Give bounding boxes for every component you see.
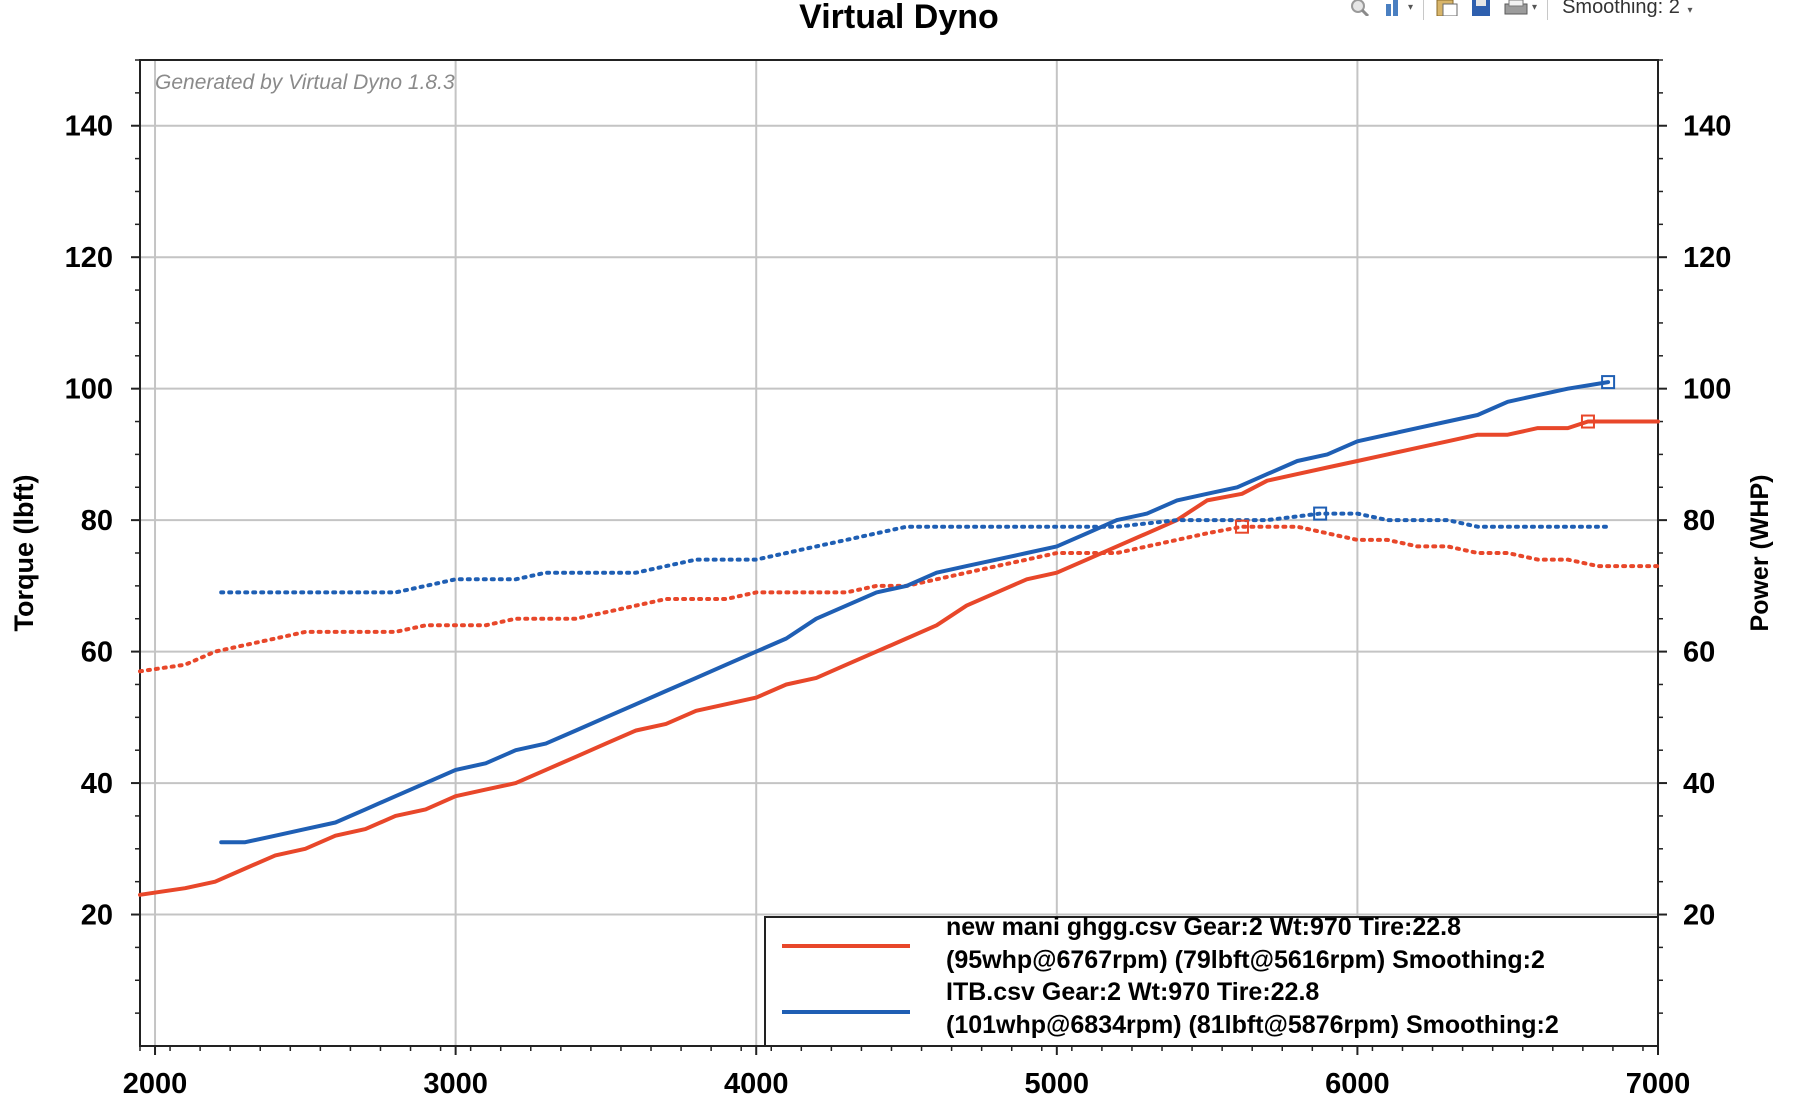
copy-button[interactable]: [1434, 0, 1460, 16]
chevron-down-icon[interactable]: ▾: [1532, 2, 1538, 13]
x-tick-label: 5000: [1025, 1068, 1090, 1100]
y-left-tick-label: 80: [81, 505, 113, 537]
y-left-tick-label: 40: [81, 768, 113, 800]
legend-entry-blue-line2: (101whp@6834rpm) (81lbft@5876rpm) Smooth…: [946, 1011, 1559, 1039]
chevron-down-icon[interactable]: ▾: [1408, 2, 1414, 13]
chart-toolbar: ▾ ▾ Smoothing: 2 ▾: [1348, 0, 1804, 22]
peak-marker-0: [1580, 414, 1595, 429]
series-line-0-power-solid: [138, 419, 1660, 897]
toolbar-divider: [1423, 0, 1425, 20]
legend-entry-red-line1: new mani ghgg.csv Gear:2 Wt:970 Tire:22.…: [946, 913, 1461, 941]
x-tick-label: 6000: [1325, 1068, 1390, 1100]
chart-type-button[interactable]: ▾: [1384, 0, 1413, 16]
legend: new mani ghgg.csv Gear:2 Wt:970 Tire:22.…: [764, 913, 1659, 1047]
plot-frame: [139, 59, 1659, 1047]
y-axis-left-label: Torque (lbft): [9, 475, 39, 632]
save-disk-icon: [1472, 0, 1491, 16]
y-axis-right-label: Power (WHP): [1746, 475, 1774, 632]
smoothing-dropdown[interactable]: Smoothing: 2 ▾: [1562, 0, 1692, 18]
legend-box: [764, 916, 1659, 1047]
chevron-down-icon: ▾: [1687, 5, 1693, 16]
y-right-tick-label: 20: [1683, 900, 1715, 932]
chart-title: Virtual Dyno: [799, 0, 999, 36]
toolbar-divider: [1547, 0, 1549, 20]
peak-markers: [1234, 375, 1616, 534]
save-button[interactable]: [1470, 0, 1494, 16]
legend-entry-red-line2: (95whp@6767rpm) (79lbft@5616rpm) Smoothi…: [946, 946, 1545, 974]
peak-marker-2: [1601, 375, 1616, 390]
y-right-tick-label: 100: [1683, 374, 1731, 406]
column-chart-icon: [1386, 0, 1398, 16]
magnifier-icon: [1351, 0, 1370, 16]
peak-marker-3: [1313, 506, 1328, 521]
y-right-tick-label: 80: [1683, 505, 1715, 537]
y-right-tick-label: 140: [1683, 111, 1731, 143]
y-left-tick-label: 120: [65, 242, 113, 274]
print-button[interactable]: ▾: [1504, 0, 1537, 16]
clipboard-icon: [1436, 0, 1458, 16]
series-line-3-torque-dotted: [219, 511, 1611, 595]
peak-marker-1: [1234, 519, 1249, 534]
smoothing-label: Smoothing: 2: [1562, 0, 1680, 18]
x-tick-label: 4000: [724, 1068, 789, 1100]
print-icon: [1504, 0, 1528, 15]
axis-ticks: 2000 3000 4000 5000 6000 7000 20 20 40 40 60 60 80 80…: [65, 59, 1731, 1100]
series-group: [138, 380, 1660, 897]
zoom-button[interactable]: [1348, 0, 1374, 16]
y-left-tick-label: 140: [65, 111, 113, 143]
series-line-2-power-solid: [219, 380, 1611, 845]
y-left-tick-label: 100: [65, 374, 113, 406]
y-left-tick-label: 20: [81, 900, 113, 932]
series-line-1-torque-dotted: [138, 524, 1660, 674]
y-left-tick-label: 60: [81, 637, 113, 669]
x-tick-label: 2000: [123, 1068, 188, 1100]
x-tick-label: 3000: [423, 1068, 488, 1100]
legend-entry-blue-line1: ITB.csv Gear:2 Wt:970 Tire:22.8: [946, 978, 1319, 1006]
x-tick-label: 7000: [1626, 1068, 1691, 1100]
chart-watermark: Generated by Virtual Dyno 1.8.3: [155, 71, 455, 94]
y-right-tick-label: 40: [1683, 768, 1715, 800]
y-right-tick-label: 120: [1683, 242, 1731, 274]
grid-lines: [140, 60, 1659, 1046]
y-right-tick-label: 60: [1683, 637, 1715, 669]
